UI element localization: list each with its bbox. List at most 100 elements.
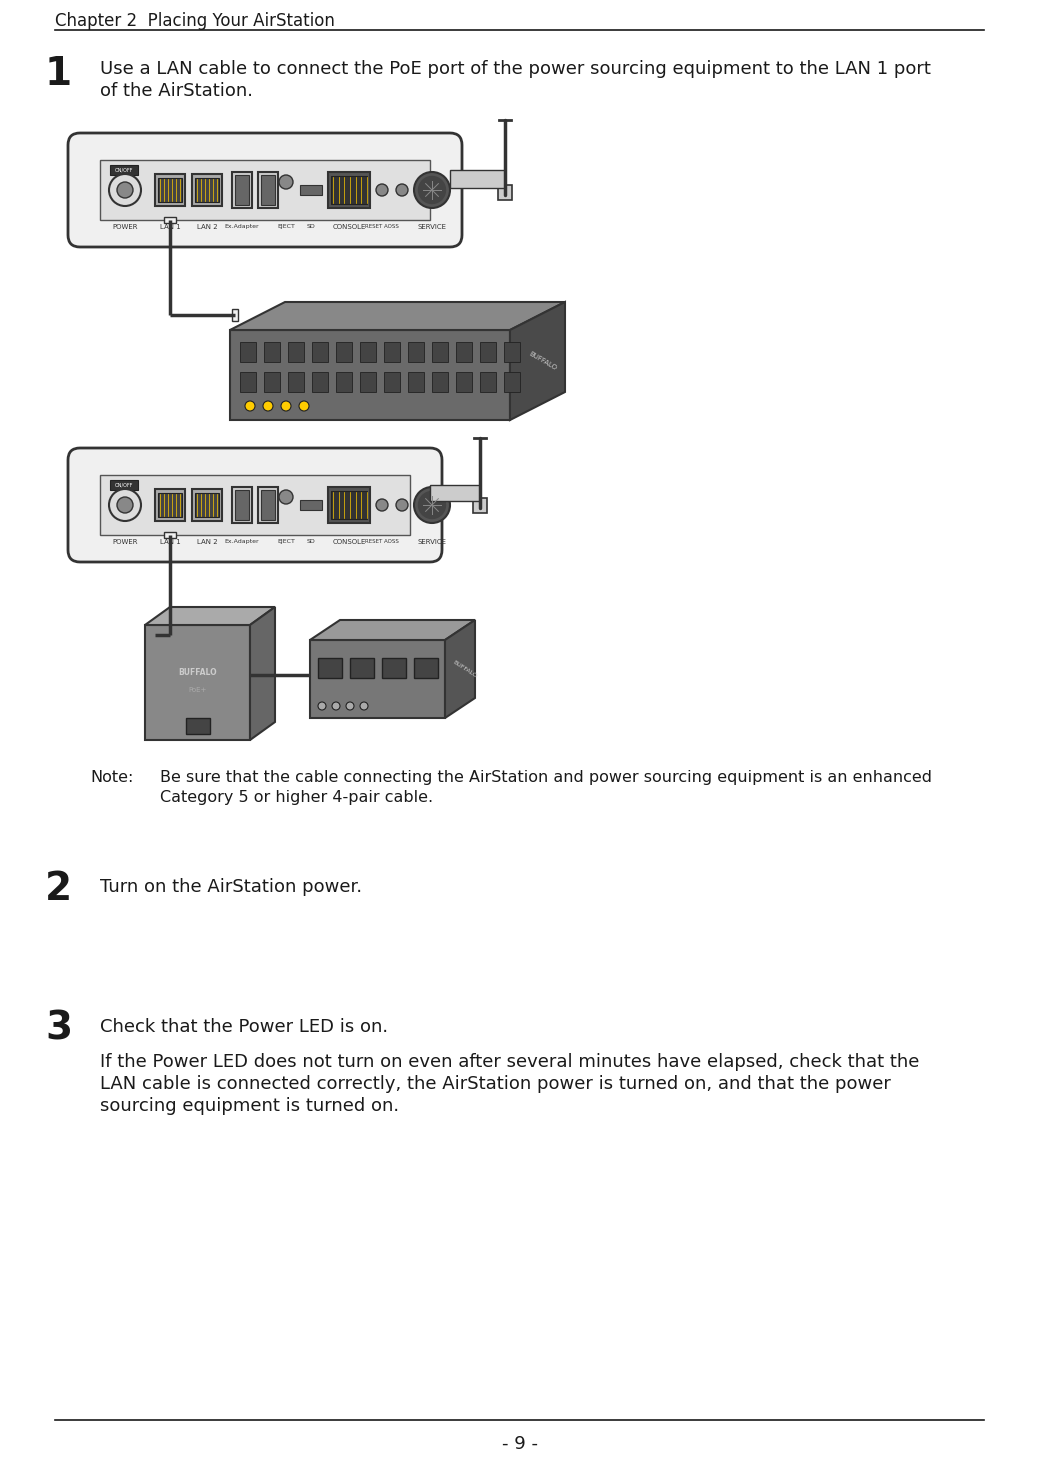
Bar	[504, 341, 520, 362]
Text: POWER: POWER	[112, 225, 138, 231]
Bar	[230, 330, 510, 420]
Circle shape	[109, 174, 141, 206]
Text: - 9 -: - 9 -	[502, 1436, 537, 1453]
Bar	[288, 372, 304, 392]
Text: CONSOLE: CONSOLE	[332, 538, 366, 546]
Circle shape	[279, 490, 293, 503]
Text: LAN 2: LAN 2	[196, 225, 217, 231]
Text: 1: 1	[45, 55, 72, 93]
Bar	[145, 624, 250, 740]
Polygon shape	[310, 620, 475, 641]
Bar	[264, 372, 279, 392]
Bar	[258, 487, 278, 522]
Circle shape	[279, 175, 293, 190]
Bar	[300, 500, 322, 511]
FancyBboxPatch shape	[68, 448, 442, 562]
Circle shape	[346, 702, 354, 711]
Bar	[359, 372, 376, 392]
Text: ON/OFF: ON/OFF	[115, 483, 133, 487]
Text: PoE+: PoE+	[188, 687, 207, 693]
Bar	[195, 493, 219, 516]
Text: of the AirStation.: of the AirStation.	[100, 82, 254, 101]
Bar	[232, 309, 238, 321]
Circle shape	[396, 184, 408, 196]
Bar	[336, 341, 352, 362]
Bar	[382, 658, 406, 678]
Text: sourcing equipment is turned on.: sourcing equipment is turned on.	[100, 1097, 399, 1115]
Circle shape	[414, 172, 450, 209]
Bar	[155, 174, 185, 206]
Bar	[110, 480, 138, 490]
Circle shape	[396, 499, 408, 511]
Circle shape	[376, 184, 388, 196]
Bar	[384, 372, 400, 392]
Circle shape	[376, 499, 388, 511]
Circle shape	[299, 401, 309, 411]
Text: POWER: POWER	[112, 538, 138, 546]
Bar	[350, 658, 374, 678]
Bar	[100, 160, 430, 220]
Bar	[240, 372, 256, 392]
Bar	[331, 492, 367, 519]
Bar	[100, 476, 410, 535]
Bar	[384, 341, 400, 362]
Text: RESET AOSS: RESET AOSS	[365, 225, 399, 229]
Text: If the Power LED does not turn on even after several minutes have elapsed, check: If the Power LED does not turn on even a…	[100, 1053, 920, 1071]
Polygon shape	[250, 607, 275, 740]
Bar	[158, 178, 182, 201]
Bar	[328, 172, 370, 209]
Bar	[331, 177, 367, 204]
Bar	[195, 178, 219, 201]
FancyBboxPatch shape	[68, 133, 462, 247]
Bar	[359, 341, 376, 362]
Circle shape	[332, 702, 340, 711]
Text: CONSOLE: CONSOLE	[332, 225, 366, 231]
Text: RESET AOSS: RESET AOSS	[365, 538, 399, 544]
Circle shape	[414, 487, 450, 522]
Text: Turn on the AirStation power.: Turn on the AirStation power.	[100, 878, 363, 896]
Bar	[235, 490, 249, 519]
Bar	[432, 341, 448, 362]
Bar	[310, 641, 445, 718]
Bar	[473, 498, 487, 514]
Bar	[258, 172, 278, 209]
Text: 2: 2	[45, 870, 72, 907]
Bar	[264, 341, 279, 362]
Text: Use a LAN cable to connect the PoE port of the power sourcing equipment to the L: Use a LAN cable to connect the PoE port …	[100, 60, 931, 77]
Bar	[235, 175, 249, 206]
Polygon shape	[230, 302, 565, 330]
Bar	[232, 487, 252, 522]
Text: Be sure that the cable connecting the AirStation and power sourcing equipment is: Be sure that the cable connecting the Ai…	[160, 770, 932, 785]
Circle shape	[109, 489, 141, 521]
Bar	[504, 372, 520, 392]
Text: LAN 1: LAN 1	[160, 538, 181, 546]
Bar	[456, 372, 472, 392]
Text: Category 5 or higher 4-pair cable.: Category 5 or higher 4-pair cable.	[160, 789, 433, 805]
Bar	[192, 174, 222, 206]
Bar	[480, 341, 496, 362]
Text: EJECT: EJECT	[277, 538, 295, 544]
Text: LAN 1: LAN 1	[160, 225, 181, 231]
Bar	[432, 372, 448, 392]
Bar	[240, 341, 256, 362]
Bar	[336, 372, 352, 392]
Circle shape	[281, 401, 291, 411]
Text: SERVICE: SERVICE	[418, 538, 447, 546]
Text: Chapter 2  Placing Your AirStation: Chapter 2 Placing Your AirStation	[55, 12, 335, 31]
Circle shape	[117, 498, 133, 514]
Circle shape	[245, 401, 255, 411]
Bar	[312, 372, 328, 392]
Bar	[261, 175, 275, 206]
Text: SD: SD	[307, 225, 316, 229]
Bar	[155, 489, 185, 521]
Bar	[456, 341, 472, 362]
Bar	[408, 372, 424, 392]
Bar	[261, 490, 275, 519]
Circle shape	[359, 702, 368, 711]
Bar	[158, 493, 182, 516]
Text: SD: SD	[307, 538, 316, 544]
Bar	[164, 533, 176, 538]
Circle shape	[318, 702, 326, 711]
Text: Check that the Power LED is on.: Check that the Power LED is on.	[100, 1018, 389, 1036]
Text: Ex.Adapter: Ex.Adapter	[224, 225, 260, 229]
